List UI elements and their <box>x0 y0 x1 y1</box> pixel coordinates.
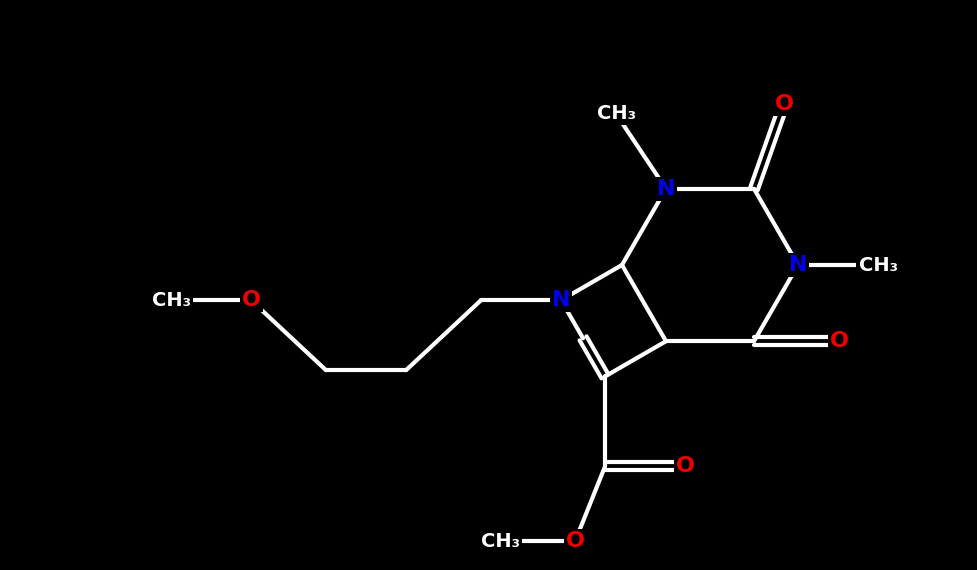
Text: N: N <box>787 255 806 275</box>
Text: O: O <box>565 531 584 551</box>
Text: CH₃: CH₃ <box>858 255 897 275</box>
Text: N: N <box>657 179 674 199</box>
Text: O: O <box>828 331 848 351</box>
Text: O: O <box>675 457 694 477</box>
Text: CH₃: CH₃ <box>151 291 191 310</box>
Text: CH₃: CH₃ <box>596 104 635 123</box>
Text: O: O <box>241 290 260 310</box>
Text: O: O <box>774 94 792 114</box>
Text: CH₃: CH₃ <box>480 532 519 551</box>
Text: N: N <box>551 290 570 310</box>
